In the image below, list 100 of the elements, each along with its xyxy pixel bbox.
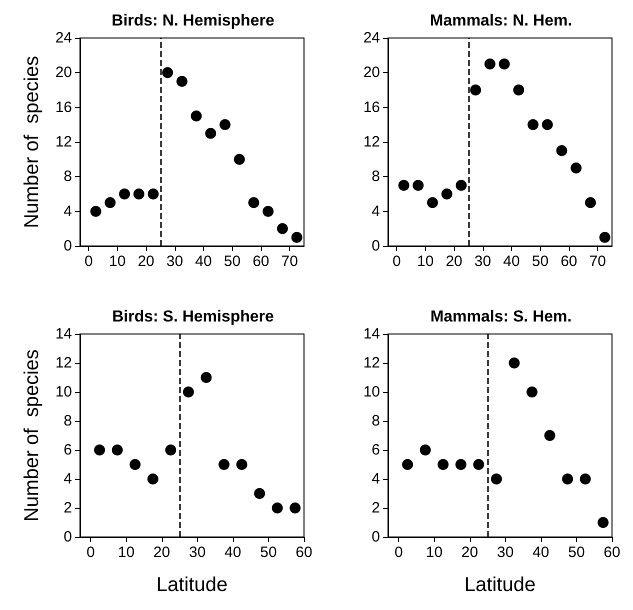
point xyxy=(94,444,106,456)
y-tick-label: 0 xyxy=(372,238,380,254)
x-tick-label: 40 xyxy=(195,253,212,270)
point xyxy=(513,84,524,96)
point xyxy=(272,502,283,514)
y-tick-label: 4 xyxy=(372,470,380,488)
y-tick-label: 24 xyxy=(363,30,380,46)
x-tick-label: 70 xyxy=(281,253,298,270)
point xyxy=(176,76,188,87)
x-tick-label: 50 xyxy=(224,253,241,270)
y-tick-label: 0 xyxy=(64,238,72,254)
point xyxy=(438,459,449,470)
point xyxy=(412,180,424,191)
x-axis-title: Latitude xyxy=(156,574,228,596)
point xyxy=(455,459,466,470)
x-tick-label: 10 xyxy=(416,253,434,270)
y-tick-label: 12 xyxy=(363,134,380,150)
x-tick-label: 50 xyxy=(260,544,277,561)
point xyxy=(490,474,502,484)
x-tick-label: 0 xyxy=(394,544,403,561)
x-axis-title: Latitude xyxy=(464,574,536,596)
y-tick-label: 12 xyxy=(55,134,72,150)
point xyxy=(484,58,496,70)
point xyxy=(234,154,245,165)
point xyxy=(254,488,266,499)
x-tick-label: 30 xyxy=(188,544,206,561)
x-tick-label: 0 xyxy=(84,253,93,270)
point xyxy=(598,517,609,528)
point xyxy=(508,358,520,368)
point xyxy=(599,232,610,243)
point xyxy=(112,444,123,456)
point xyxy=(182,386,194,398)
x-tick-label: 60 xyxy=(604,544,620,561)
x-tick-label: 40 xyxy=(503,253,520,270)
x-tick-label: 30 xyxy=(474,253,492,270)
point xyxy=(398,180,410,191)
y-tick-label: 20 xyxy=(363,64,380,82)
x-tick-label: 30 xyxy=(166,253,184,270)
y-tick-label: 2 xyxy=(372,500,380,516)
x-tick-label: 60 xyxy=(296,544,312,561)
y-tick-label: 6 xyxy=(372,442,380,458)
x-tick-label: 10 xyxy=(108,253,126,270)
chart-title: Birds: S. Hemisphere xyxy=(112,308,274,326)
x-tick-label: 0 xyxy=(392,253,401,270)
point xyxy=(427,197,438,208)
point xyxy=(470,84,482,96)
point xyxy=(570,162,582,174)
x-tick-label: 10 xyxy=(118,544,135,561)
y-tick-label: 12 xyxy=(363,354,380,372)
y-tick-label: 8 xyxy=(372,412,380,430)
point xyxy=(236,459,248,470)
chart-title: Mammals: N. Hem. xyxy=(430,12,572,30)
x-tick-label: 20 xyxy=(461,544,478,561)
x-tick-label: 50 xyxy=(568,544,585,561)
x-tick-label: 10 xyxy=(426,544,443,561)
x-tick-label: 40 xyxy=(532,544,550,561)
point xyxy=(544,430,556,441)
x-tick-label: 20 xyxy=(138,253,154,270)
point xyxy=(90,206,102,217)
x-tick-label: 0 xyxy=(86,544,95,561)
point xyxy=(200,372,212,383)
point xyxy=(262,206,274,217)
y-tick-label: 16 xyxy=(363,98,380,116)
point xyxy=(562,474,574,484)
y-tick-label: 4 xyxy=(372,202,380,220)
point xyxy=(220,119,231,130)
x-tick-label: 20 xyxy=(446,253,462,270)
y-axis-title: Number of species xyxy=(21,56,43,228)
point xyxy=(498,58,510,70)
y-tick-label: 10 xyxy=(55,384,72,400)
y-tick-label: 8 xyxy=(372,168,380,186)
point xyxy=(276,223,288,234)
point xyxy=(133,188,144,200)
y-tick-label: 14 xyxy=(363,326,380,342)
point xyxy=(290,502,301,514)
y-tick-label: 16 xyxy=(55,98,72,116)
y-tick-label: 14 xyxy=(55,326,72,342)
chart-title: Birds: N. Hemisphere xyxy=(112,12,274,30)
point xyxy=(165,444,176,456)
y-tick-label: 24 xyxy=(55,30,72,46)
point xyxy=(190,110,202,122)
y-tick-label: 8 xyxy=(64,168,72,186)
chart-title: Mammals: S. Hem. xyxy=(430,308,572,326)
x-tick-label: 50 xyxy=(532,253,549,270)
point xyxy=(119,188,130,200)
y-tick-label: 6 xyxy=(64,442,72,458)
y-axis-title: Number of species xyxy=(21,349,43,522)
point xyxy=(528,119,539,130)
point xyxy=(402,459,414,470)
point xyxy=(104,197,116,208)
point xyxy=(456,180,467,191)
point xyxy=(584,197,596,208)
point xyxy=(205,128,216,139)
point xyxy=(441,188,452,200)
y-tick-label: 8 xyxy=(64,412,72,430)
x-tick-label: 30 xyxy=(496,544,514,561)
y-tick-label: 10 xyxy=(363,384,380,400)
point xyxy=(542,119,553,130)
x-tick-label: 70 xyxy=(589,253,606,270)
x-tick-label: 40 xyxy=(224,544,242,561)
